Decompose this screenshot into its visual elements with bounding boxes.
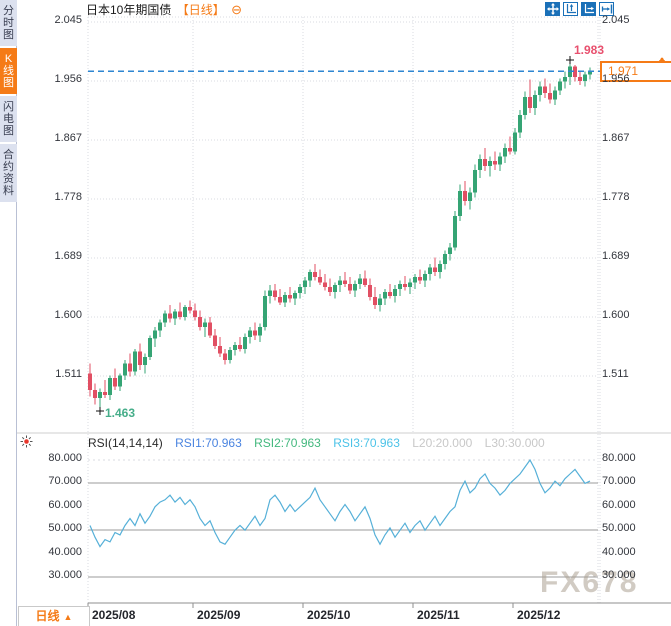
sidebar-tab-kline[interactable]: K线图 xyxy=(0,48,17,94)
rsi1-value: RSI1:70.963 xyxy=(175,436,242,450)
scale-vertical-icon[interactable] xyxy=(563,2,578,16)
chart-toolbar xyxy=(545,2,614,16)
title-bar: 日本10年期国债 【日线】 ⊖ xyxy=(86,1,242,17)
price-axis-label-right: 1.867 xyxy=(602,131,630,144)
tab-label: 合约资料 xyxy=(3,149,14,197)
price-axis-label-right: 1.689 xyxy=(602,249,630,262)
high-marker xyxy=(566,56,574,65)
rsi-line xyxy=(89,458,591,548)
high-price-label: 1.983 xyxy=(574,43,605,57)
rsi-header: RSI(14,14,14) RSI1:70.963 RSI2:70.963 RS… xyxy=(88,436,554,450)
candles xyxy=(88,63,592,408)
sidebar-tab-flash[interactable]: 闪电图 xyxy=(0,96,17,142)
sidebar: 分时图 K线图 闪电图 合约资料 xyxy=(0,0,17,626)
rsi-axis-label-right: 60.000 xyxy=(602,498,636,511)
price-axis-label-left: 1.511 xyxy=(55,367,82,380)
rsi-axis-label-right: 70.000 xyxy=(602,475,636,488)
price-axis-label-left: 1.867 xyxy=(54,131,82,144)
price-axis-label-right: 2.045 xyxy=(602,14,630,26)
period-selector[interactable]: 日线 ▲ xyxy=(18,606,90,626)
last-price-flag: 1.971 xyxy=(600,61,671,82)
rsi-axis-label-right: 40.000 xyxy=(602,545,636,558)
scale-horizontal-icon[interactable] xyxy=(581,2,596,16)
indicator-settings-icon[interactable] xyxy=(20,435,33,448)
jump-to-latest-icon[interactable] xyxy=(599,2,614,16)
period-selector-label: 日线 xyxy=(35,609,60,623)
rsi-l30-value: L30:30.000 xyxy=(484,436,545,450)
price-axis-label-left: 1.956 xyxy=(54,72,82,85)
price-axis-label-left: 1.600 xyxy=(54,308,82,321)
collapse-indicator-icon[interactable]: ⊖ xyxy=(231,2,242,17)
sidebar-tab-timeline[interactable]: 分时图 xyxy=(0,0,17,46)
tab-label: K线图 xyxy=(3,53,14,89)
rsi2-value: RSI2:70.963 xyxy=(254,436,321,450)
tab-label: 闪电图 xyxy=(3,101,14,137)
month-axis-label: 2025/12 xyxy=(517,608,561,622)
rsi-axis-label-left: 60.000 xyxy=(48,498,82,511)
instrument-title: 日本10年期国债 xyxy=(86,3,172,17)
rsi3-value: RSI3:70.963 xyxy=(333,436,400,450)
price-axis-label-right: 1.511 xyxy=(602,367,629,380)
price-axis-label-right: 1.600 xyxy=(602,308,630,321)
price-axis-label-left: 1.689 xyxy=(54,249,82,262)
chevron-up-icon: ▲ xyxy=(63,612,73,622)
price-axis-label-left: 1.778 xyxy=(54,190,82,203)
tab-label: 分时图 xyxy=(3,5,14,41)
rsi-axis-label-left: 30.000 xyxy=(48,569,82,581)
month-axis-label: 2025/08 xyxy=(92,608,136,622)
month-axis-label: 2025/11 xyxy=(417,608,460,622)
rsi-axis-label-left: 50.000 xyxy=(48,522,82,535)
rsi-axis-label-left: 80.000 xyxy=(48,452,82,464)
price-axis-label-left: 2.045 xyxy=(54,14,82,26)
low-price-label: 1.463 xyxy=(105,406,136,420)
rsi-name: RSI(14,14,14) xyxy=(88,436,163,450)
rsi-axis-label-left: 40.000 xyxy=(48,545,82,558)
month-axis-label: 2025/10 xyxy=(307,608,351,622)
watermark: FX678 xyxy=(540,566,639,599)
month-axis-label: 2025/09 xyxy=(197,608,241,622)
rsi-axis-label-right: 50.000 xyxy=(602,522,636,535)
period-tag: 【日线】 xyxy=(176,3,225,17)
rsi-axis-label-left: 70.000 xyxy=(48,475,82,488)
move-icon[interactable] xyxy=(545,2,560,16)
price-axis-label-right: 1.956 xyxy=(602,72,630,85)
rsi-l20-value: L20:20.000 xyxy=(412,436,473,450)
rsi-axis-label-right: 80.000 xyxy=(602,452,636,464)
low-marker xyxy=(96,406,104,415)
rsi-axis-label-right: 30.000 xyxy=(602,569,636,581)
price-axis-label-right: 1.778 xyxy=(602,190,630,203)
sidebar-tab-contract-info[interactable]: 合约资料 xyxy=(0,144,17,202)
